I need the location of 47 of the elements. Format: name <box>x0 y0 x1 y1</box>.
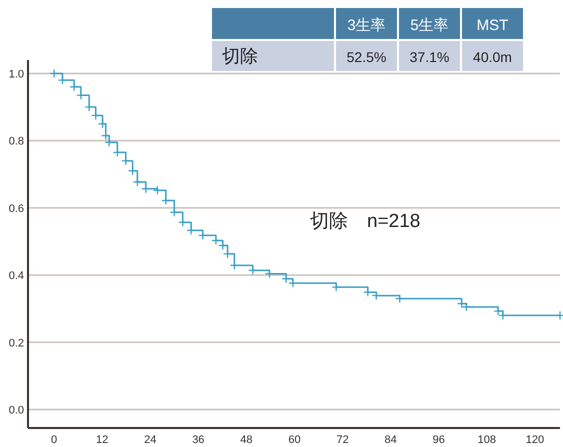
point <box>248 266 258 275</box>
text: 5生率 <box>410 17 449 34</box>
annotation: 37.1% <box>410 49 450 65</box>
x-tick-label: 72 <box>336 434 349 446</box>
point <box>98 119 108 128</box>
x-tick-label: 36 <box>192 434 204 446</box>
point <box>152 186 162 195</box>
x-tick-label: 48 <box>240 434 253 446</box>
y-tick-label: 0.0 <box>8 404 24 417</box>
point <box>112 148 122 158</box>
point <box>178 218 188 227</box>
y-tick-label: 0.4 <box>8 270 24 282</box>
point <box>198 230 208 240</box>
text: MST <box>476 17 508 34</box>
y-tick-label: 0.8 <box>8 136 24 148</box>
point <box>230 260 239 270</box>
x-tick-label: 120 <box>526 434 544 446</box>
point <box>69 82 79 92</box>
annotation: 52.5% <box>346 49 386 65</box>
point <box>186 226 196 235</box>
point <box>222 249 232 259</box>
x-tick-label: 96 <box>432 434 445 446</box>
point <box>395 294 404 304</box>
point <box>84 102 94 112</box>
x-tick-label: 60 <box>288 434 301 446</box>
point <box>58 76 68 85</box>
x-tick-label: 12 <box>96 434 108 446</box>
annotation: 切除 <box>222 46 258 66</box>
text: 3生率 <box>347 17 386 34</box>
point <box>132 177 142 187</box>
x-tick-label: 0 <box>50 434 58 446</box>
y-tick-label: 0.2 <box>8 337 24 350</box>
point <box>372 290 381 300</box>
y-tick-label: 1.0 <box>8 68 24 80</box>
x-tick-label: 24 <box>144 434 156 446</box>
point <box>332 282 341 292</box>
y-tick-label: 0.6 <box>8 202 24 215</box>
point <box>555 310 563 320</box>
point <box>121 156 130 166</box>
annotation: 切除 n=218 <box>310 211 420 232</box>
x-tick-label: 108 <box>478 434 496 446</box>
point <box>161 196 170 206</box>
point <box>128 166 138 176</box>
x-tick-label: 84 <box>384 434 397 446</box>
annotation: 40.0m <box>473 49 512 65</box>
point <box>49 68 59 78</box>
point <box>91 110 100 120</box>
